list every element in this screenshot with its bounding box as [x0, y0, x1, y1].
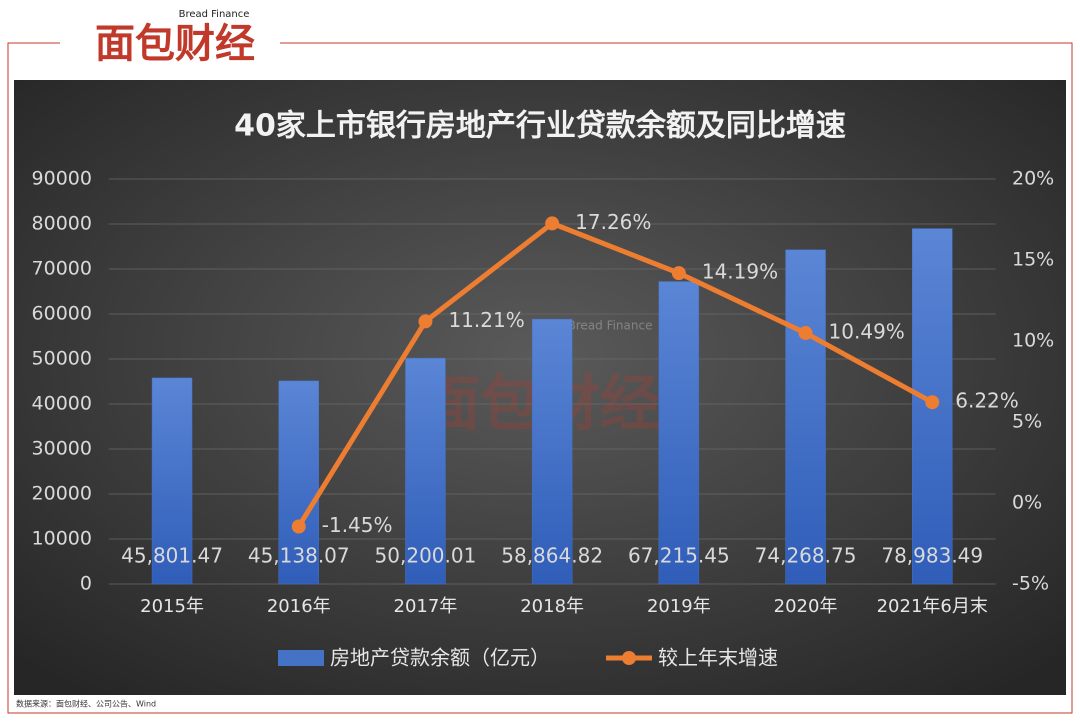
legend-swatch: [278, 650, 324, 666]
y-tick-label: 30000: [32, 438, 92, 460]
bar: [405, 357, 446, 585]
bar: [658, 281, 700, 585]
frame: [7, 42, 1073, 714]
y-tick-label: 20000: [32, 483, 92, 505]
line-label: 14.19%: [702, 260, 778, 284]
watermark-english: Bread Finance: [568, 319, 653, 333]
logo-bg: [60, 20, 280, 70]
legend-label: 较上年末增速: [658, 646, 778, 670]
x-tick-label: 2015年: [140, 596, 204, 617]
y-tick-label: 50000: [32, 348, 92, 370]
legend-label: 房地产贷款余额（亿元）: [330, 646, 550, 670]
y-tick-label: 40000: [32, 393, 92, 415]
y-tick-label: 80000: [32, 213, 92, 235]
x-tick-label: 2020年: [774, 596, 838, 617]
line-point: [798, 326, 813, 341]
y-tick-label: 0: [80, 573, 92, 595]
logo: 面包财经: [95, 21, 255, 67]
x-tick-label: 2018年: [520, 596, 584, 617]
bar-label: 78,983.49: [881, 544, 983, 568]
line-label: 6.22%: [955, 389, 1019, 413]
bar-label: 45,801.47: [121, 544, 223, 568]
x-tick-label: 2017年: [394, 596, 458, 617]
y2-tick-label: 20%: [1012, 168, 1054, 190]
line-label: -1.45%: [322, 513, 393, 537]
line-point: [545, 216, 560, 231]
line: [296, 220, 934, 528]
bar-label: 50,200.01: [375, 544, 477, 568]
source: 数据来源：面包财经、公司公告、Wind: [16, 699, 156, 709]
y2-tick-label: 5%: [1012, 411, 1042, 433]
y-tick-label: 10000: [32, 528, 92, 550]
bar-label: 45,138.07: [248, 544, 350, 568]
bar-label: 74,268.75: [755, 544, 857, 568]
bar: [531, 318, 573, 585]
y-tick-label: 60000: [32, 303, 92, 325]
y2-tick-label: 15%: [1012, 249, 1054, 271]
chart-title: 40家上市银行房地产行业贷款余额及同比增速: [234, 109, 846, 144]
line-label: 11.21%: [448, 308, 524, 332]
logo-english: Bread Finance: [179, 9, 250, 20]
bar-label: 58,864.82: [501, 544, 603, 568]
line-point: [671, 266, 686, 281]
line-point: [291, 519, 306, 534]
line-label: 17.26%: [575, 210, 651, 234]
line-point: [925, 395, 940, 410]
y-tick-label: 70000: [32, 258, 92, 280]
y2-tick-label: -5%: [1012, 573, 1049, 595]
x-tick-label: 2019年: [647, 596, 711, 617]
legend-marker: [622, 651, 636, 665]
bar: [151, 377, 193, 585]
bar: [785, 249, 826, 585]
bar-label: 67,215.45: [628, 544, 730, 568]
bar: [278, 380, 319, 585]
line-label: 10.49%: [829, 320, 905, 344]
line-point: [418, 314, 433, 329]
y-tick-label: 90000: [32, 168, 92, 190]
y2-tick-label: 10%: [1012, 330, 1054, 352]
x-tick-label: 2021年6月末: [877, 596, 988, 617]
x-tick-label: 2016年: [267, 596, 331, 617]
y2-tick-label: 0%: [1012, 492, 1042, 514]
